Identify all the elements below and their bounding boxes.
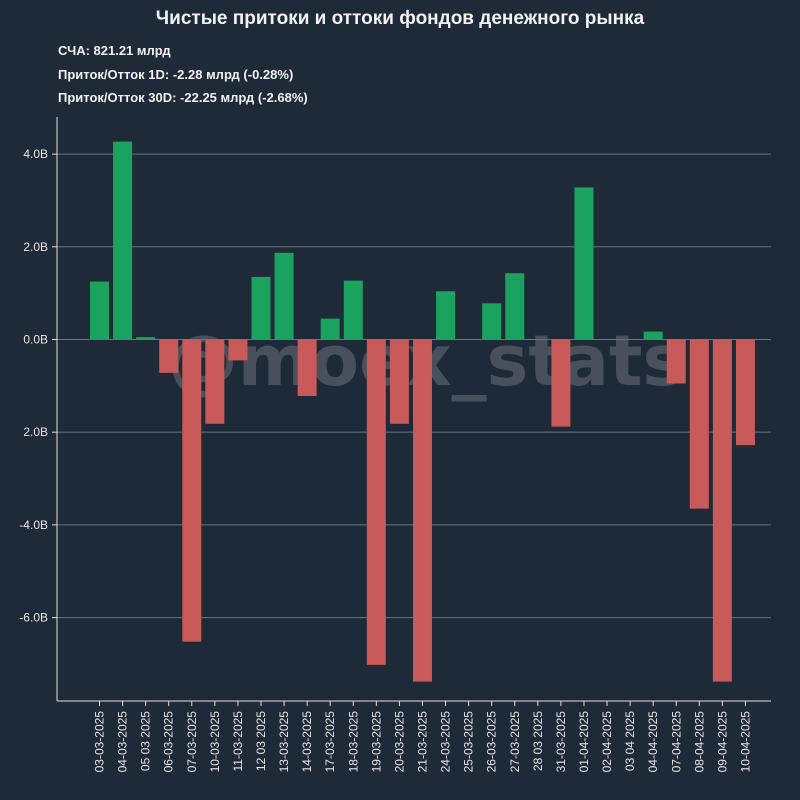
x-tick-label: 08-04-2025 bbox=[692, 711, 706, 773]
y-tick-label: 0.0B bbox=[23, 332, 48, 346]
x-tick-label: 24-03-2025 bbox=[439, 711, 453, 773]
bar bbox=[366, 339, 386, 665]
x-tick-label: 26-03-2025 bbox=[485, 711, 499, 773]
x-tick-label: 28 03 2025 bbox=[531, 711, 545, 771]
x-tick-label: 07-03-2025 bbox=[185, 711, 199, 773]
bar bbox=[136, 337, 156, 340]
bar bbox=[712, 339, 732, 682]
x-tick-label: 03 04 2025 bbox=[623, 711, 637, 771]
flow-30d-stat: Приток/Отток 30D: -22.25 млрд (-2.68%) bbox=[58, 90, 308, 105]
x-tick-label: 07-04-2025 bbox=[669, 711, 683, 773]
x-tick-label: 12 03 2025 bbox=[254, 711, 268, 771]
x-tick-label: 25-03-2025 bbox=[462, 711, 476, 773]
x-tick-label: 31-03-2025 bbox=[554, 711, 568, 773]
bar bbox=[228, 339, 248, 361]
bar bbox=[274, 252, 294, 340]
bar bbox=[251, 276, 271, 340]
x-tick-label: 10-04-2025 bbox=[738, 711, 752, 773]
x-tick-label: 04-04-2025 bbox=[646, 711, 660, 773]
bar bbox=[482, 303, 502, 340]
y-tick-label: 2.0B bbox=[23, 240, 48, 254]
x-tick-label: 20-03-2025 bbox=[392, 711, 406, 773]
x-tick-label: 18-03-2025 bbox=[346, 711, 360, 773]
bar bbox=[689, 339, 709, 509]
bar bbox=[90, 281, 109, 340]
bar bbox=[320, 318, 340, 340]
bar bbox=[666, 339, 686, 384]
x-tick-label: 27-03-2025 bbox=[508, 711, 522, 773]
bar bbox=[505, 273, 525, 340]
bar bbox=[389, 339, 409, 424]
y-tick-label: 2.0B bbox=[23, 425, 48, 439]
bar bbox=[735, 339, 755, 446]
bar bbox=[343, 280, 363, 340]
x-tick-label: 14-03-2025 bbox=[300, 711, 314, 773]
x-tick-label: 03-03-2025 bbox=[93, 711, 107, 773]
x-tick-label: 10-03-2025 bbox=[208, 711, 222, 773]
bar bbox=[297, 339, 317, 397]
y-tick-label: 4.0B bbox=[23, 147, 48, 161]
bar bbox=[412, 339, 432, 682]
x-tick-label: 09-04-2025 bbox=[715, 711, 729, 773]
chart-title: Чистые притоки и оттоки фондов денежного… bbox=[155, 8, 645, 29]
x-tick-label: 02-04-2025 bbox=[600, 711, 614, 773]
x-tick-label: 05 03 2025 bbox=[139, 711, 153, 771]
nav-stat: СЧА: 821.21 млрд bbox=[58, 43, 171, 58]
y-tick-label: -6.0B bbox=[19, 611, 48, 625]
bar bbox=[182, 339, 202, 642]
x-tick-label: 01-04-2025 bbox=[577, 711, 591, 773]
bar bbox=[436, 291, 456, 340]
y-tick-label: -4.0B bbox=[19, 518, 48, 532]
flow-1d-stat: Приток/Отток 1D: -2.28 млрд (-0.28%) bbox=[58, 67, 294, 82]
x-tick-label: 19-03-2025 bbox=[369, 711, 383, 773]
x-tick-label: 11-03-2025 bbox=[231, 711, 245, 772]
x-tick-label: 17-03-2025 bbox=[323, 711, 337, 773]
x-tick-label: 04-03-2025 bbox=[116, 711, 130, 773]
x-tick-label: 06-03-2025 bbox=[162, 711, 176, 773]
x-tick-label: 21-03-2025 bbox=[415, 711, 429, 773]
bar bbox=[159, 339, 179, 373]
bar bbox=[643, 331, 663, 340]
bar bbox=[551, 339, 571, 427]
bar bbox=[205, 339, 225, 424]
bar bbox=[574, 187, 594, 340]
x-tick-label: 13-03-2025 bbox=[277, 711, 291, 773]
bar bbox=[113, 141, 133, 340]
